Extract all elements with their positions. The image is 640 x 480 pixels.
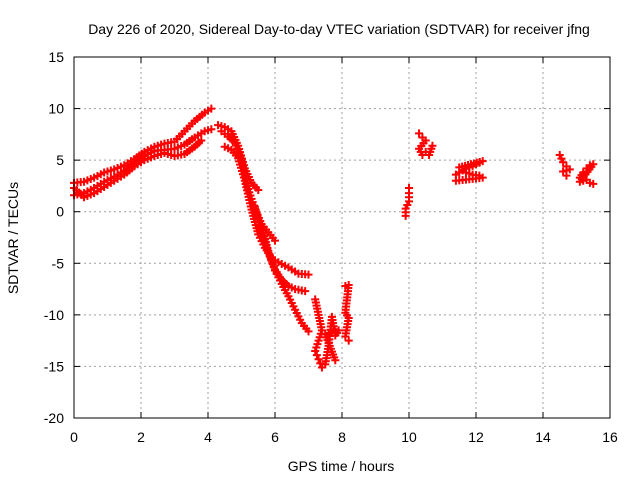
data-point bbox=[207, 125, 216, 134]
data-points bbox=[70, 104, 598, 372]
data-point bbox=[562, 171, 571, 180]
data-point bbox=[197, 136, 206, 145]
x-tick-label: 4 bbox=[204, 429, 212, 445]
data-point bbox=[331, 356, 340, 365]
x-tick-label: 8 bbox=[338, 429, 346, 445]
data-point bbox=[405, 183, 413, 192]
data-point bbox=[254, 186, 263, 195]
x-tick-label: 16 bbox=[602, 429, 618, 445]
data-point bbox=[304, 327, 313, 336]
plot-frame bbox=[73, 56, 611, 419]
x-tick-labels: 0 2 4 6 8 10 12 14 16 bbox=[70, 429, 618, 445]
data-point bbox=[451, 176, 460, 185]
y-tick-label: 5 bbox=[56, 152, 64, 168]
x-tick-label: 12 bbox=[468, 429, 484, 445]
data-point bbox=[316, 359, 325, 368]
chart-title: Day 226 of 2020, Sidereal Day-to-day VTE… bbox=[88, 21, 590, 37]
data-point bbox=[559, 158, 568, 167]
data-point bbox=[428, 141, 437, 150]
data-point bbox=[589, 179, 598, 188]
x-tick-label: 0 bbox=[70, 429, 78, 445]
x-tick-label: 2 bbox=[137, 429, 145, 445]
data-point bbox=[301, 287, 310, 296]
data-point bbox=[415, 129, 424, 138]
data-point bbox=[311, 346, 320, 355]
y-tick-label: 10 bbox=[48, 101, 64, 117]
data-point bbox=[344, 336, 353, 345]
axis-ticks bbox=[73, 56, 611, 419]
y-axis-label: SDTVAR / TECUs bbox=[5, 182, 21, 294]
data-point bbox=[271, 236, 279, 245]
y-tick-label: -5 bbox=[52, 255, 65, 271]
grid-lines bbox=[74, 57, 610, 418]
x-tick-label: 10 bbox=[401, 429, 417, 445]
y-tick-label: -20 bbox=[44, 410, 64, 426]
y-tick-label: 15 bbox=[48, 49, 64, 65]
x-tick-label: 6 bbox=[271, 429, 279, 445]
x-tick-label: 14 bbox=[535, 429, 551, 445]
data-point bbox=[304, 270, 313, 279]
y-tick-labels: -20 -15 -10 -5 0 5 10 15 bbox=[44, 49, 64, 426]
data-point bbox=[341, 332, 350, 341]
data-point bbox=[559, 167, 568, 176]
y-tick-label: 0 bbox=[56, 204, 64, 220]
data-point bbox=[312, 351, 321, 360]
data-point bbox=[314, 355, 323, 364]
data-point bbox=[207, 104, 216, 113]
x-axis-label: GPS time / hours bbox=[288, 458, 395, 474]
y-tick-label: -15 bbox=[44, 358, 64, 374]
y-tick-label: -10 bbox=[44, 307, 64, 323]
